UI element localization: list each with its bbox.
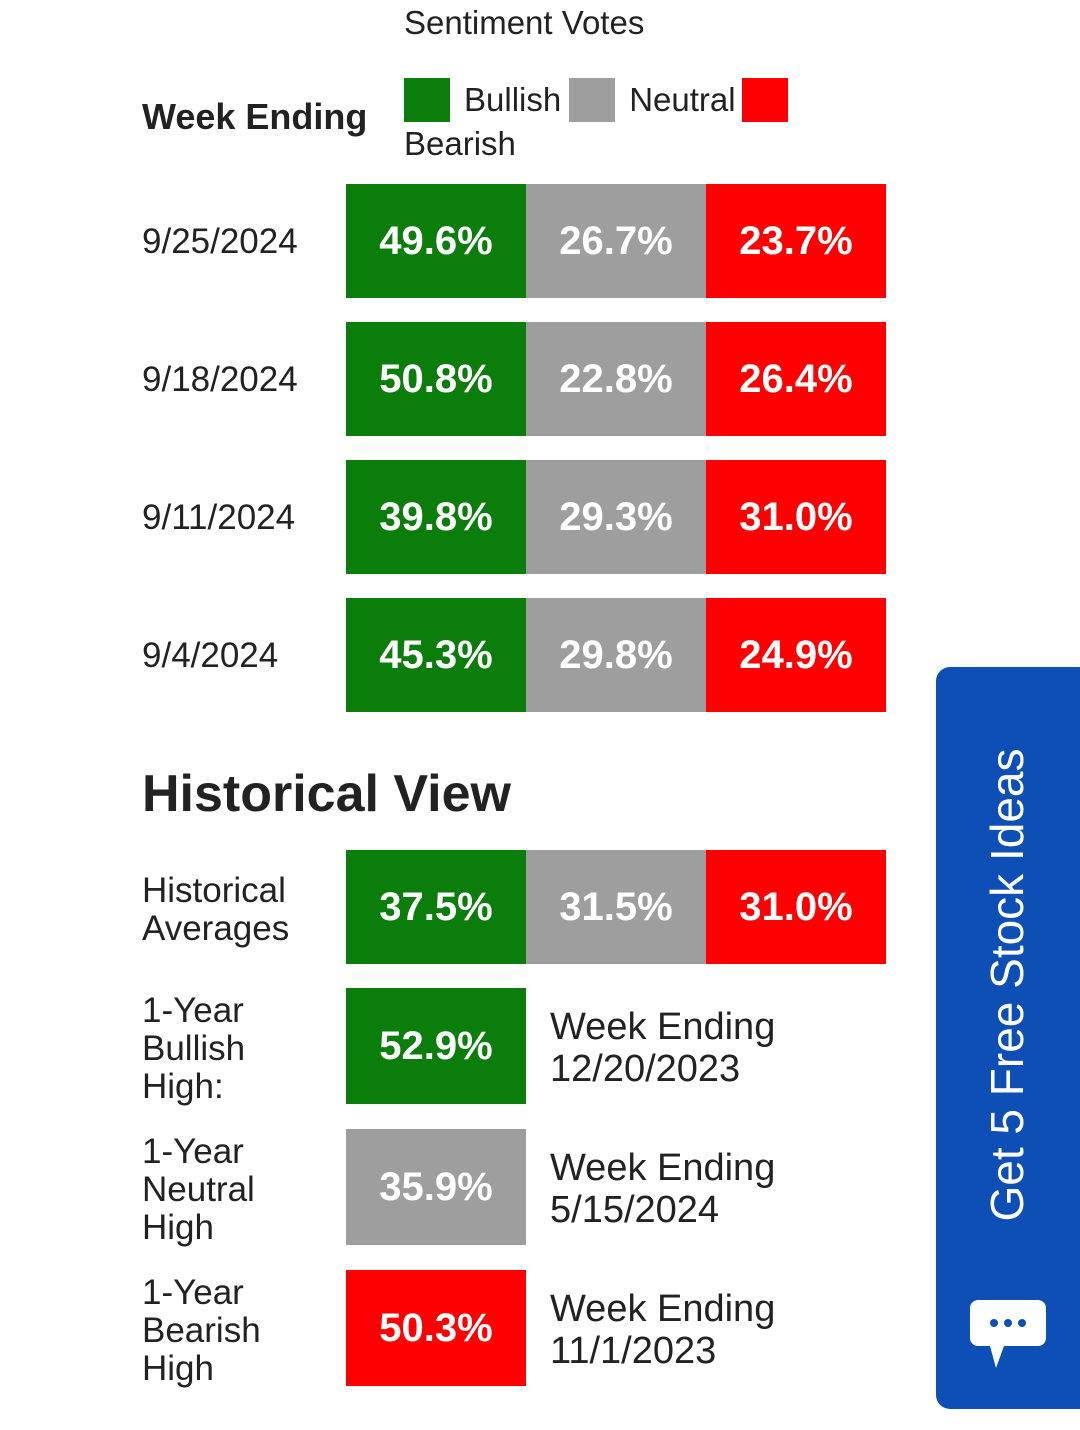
bullish-cell: 45.3% [346,598,526,712]
neutral-high-label: 1-Year Neutral High [142,1133,332,1247]
label-line: High [142,1349,214,1388]
week-date: 9/25/2024 [142,222,298,261]
bearish-cell: 26.4% [706,322,886,436]
bullish-high-label: 1-Year Bullish High: [142,992,332,1106]
bearish-cell: 24.9% [706,598,886,712]
bullish-cell: 39.8% [346,460,526,574]
bullish-swatch [404,78,450,122]
legend: Bullish Neutral Bearish [404,78,824,166]
bullish-cell: 50.8% [346,322,526,436]
neutral-cell: 29.3% [526,460,706,574]
week-date: 12/20/2023 [550,1048,741,1090]
label-line: Bearish [142,1311,261,1350]
week-ending-header: Week Ending [142,96,368,137]
week-date: 5/15/2024 [550,1189,720,1231]
legend-neutral-label: Neutral [629,81,736,118]
neutral-high-cell: 35.9% [346,1129,526,1245]
avg-bearish-cell: 31.0% [706,850,886,964]
week-label: Week Ending [550,1006,776,1048]
bearish-high-cell: 50.3% [346,1270,526,1386]
week-date: 9/11/2024 [142,498,296,537]
neutral-high-week: Week Ending 5/15/2024 [550,1147,775,1231]
bearish-high-label: 1-Year Bearish High [142,1274,332,1388]
neutral-cell: 22.8% [526,322,706,436]
bullish-high-week: Week Ending 12/20/2023 [550,1006,775,1090]
label-line: High [142,1208,214,1247]
free-stock-ideas-button[interactable] [936,667,1080,1409]
label-line: 1-Year [142,991,244,1030]
week-label: Week Ending [550,1288,776,1330]
week-date: 9/18/2024 [142,360,298,399]
neutral-swatch [569,78,616,122]
historical-view-title: Historical View [142,765,511,823]
label-line: High: [142,1067,224,1106]
label-line: 1-Year [142,1132,244,1171]
bullish-high-cell: 52.9% [346,988,526,1104]
week-date: 9/4/2024 [142,636,279,675]
bullish-cell: 49.6% [346,184,526,298]
bearish-swatch [741,78,788,122]
bearish-cell: 23.7% [706,184,886,298]
chat-bubble-icon[interactable] [968,1296,1048,1372]
label-line: Historical [142,871,286,910]
week-date: 11/1/2023 [550,1330,717,1372]
neutral-cell: 26.7% [526,184,706,298]
legend-bearish-label: Bearish [404,125,516,162]
legend-bullish-label: Bullish [464,81,562,118]
sentiment-votes-title: Sentiment Votes [404,4,645,41]
avg-bullish-cell: 37.5% [346,850,526,964]
label-line: 1-Year [142,1273,244,1312]
bearish-cell: 31.0% [706,460,886,574]
week-label: Week Ending [550,1147,776,1189]
historical-averages-label: Historical Averages [142,872,332,948]
bearish-high-week: Week Ending 11/1/2023 [550,1288,775,1372]
label-line: Bullish [142,1029,246,1068]
free-stock-ideas-label[interactable]: Get 5 Free Stock Ideas [981,748,1033,1222]
neutral-cell: 29.8% [526,598,706,712]
avg-neutral-cell: 31.5% [526,850,706,964]
label-line: Averages [142,909,290,948]
label-line: Neutral [142,1170,255,1209]
